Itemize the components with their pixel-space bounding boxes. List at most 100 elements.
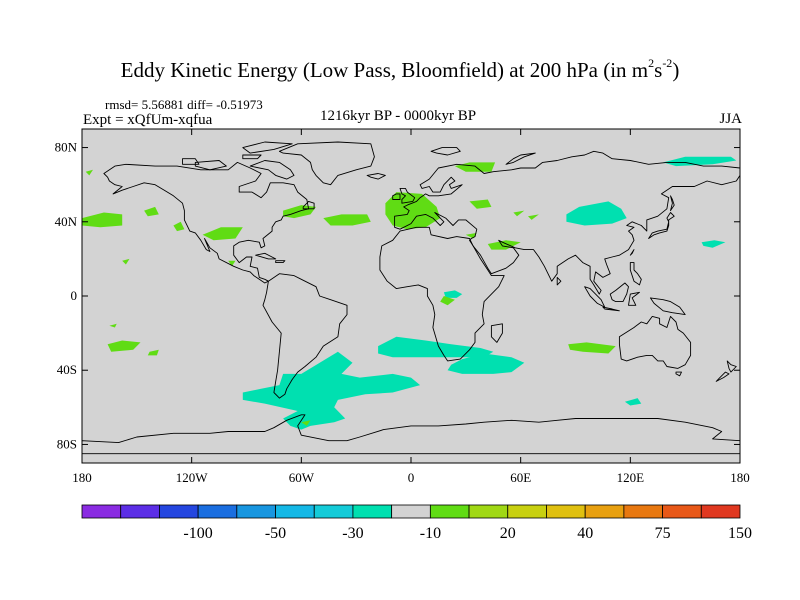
coastline-svalbard xyxy=(430,147,461,156)
lon-tick-label-6: 180 xyxy=(730,470,750,485)
lat-tick-label-4: 80S xyxy=(57,436,77,451)
colorbar-label-5: 40 xyxy=(577,525,593,542)
coastline-novaya-zemlya xyxy=(505,152,536,165)
coastline-eurasia xyxy=(394,150,740,295)
colorbar-label-6: 75 xyxy=(655,525,671,542)
plot-title: Eddy Kinetic Energy (Low Pass, Bloomfiel… xyxy=(0,56,800,83)
coastline-baffin xyxy=(249,160,295,180)
coastline-newfoundland xyxy=(302,200,315,210)
coastline-hispaniola xyxy=(275,260,286,264)
colorbar-box-4 xyxy=(236,504,276,519)
map-background xyxy=(82,129,740,463)
anomaly-region-14 xyxy=(144,206,159,217)
coastline-taiwan xyxy=(629,249,635,256)
colorbar-box-16 xyxy=(700,504,741,519)
colorbar: -100 -50 -30 -10 20 40 75 150 xyxy=(81,504,752,542)
colorbar-label-0: -100 xyxy=(183,525,212,542)
colorbar-box-15 xyxy=(662,504,702,519)
colorbar-box-7 xyxy=(352,504,393,519)
colorbar-box-11 xyxy=(507,504,547,519)
coastline-japan xyxy=(648,212,675,239)
experiment-label: Expt = xQfUm-xqfua xyxy=(83,112,213,128)
anomaly-region-24 xyxy=(85,169,93,176)
anomaly-region-27 xyxy=(528,214,539,220)
coastline-great-britain xyxy=(399,187,416,204)
colorbar-label-3: -10 xyxy=(420,525,441,542)
anomaly-region-8 xyxy=(385,192,441,230)
lat-tick-label-2: 0 xyxy=(71,288,78,303)
anomaly-region-19 xyxy=(568,342,616,354)
coastline-iceland xyxy=(366,173,386,180)
colorbar-box-2 xyxy=(159,504,199,519)
anomaly-fill-layer xyxy=(82,156,737,430)
anomaly-region-20 xyxy=(469,199,492,209)
coastline-new-zealand-south xyxy=(715,371,730,382)
colorbar-box-6 xyxy=(313,504,354,519)
lon-tick-label-2: 60W xyxy=(289,470,315,485)
anomaly-region-25 xyxy=(228,260,236,267)
anomaly-region-7 xyxy=(624,398,642,406)
colorbar-label-2: -30 xyxy=(342,525,363,542)
colorbar-box-3 xyxy=(197,504,238,519)
anomaly-region-11 xyxy=(82,212,123,228)
coastline-antarctica xyxy=(82,414,740,455)
colorbar-box-8 xyxy=(391,504,431,519)
lat-tick-label-0: 80N xyxy=(55,140,78,155)
coastline-new-zealand-north xyxy=(726,360,737,373)
coastline-layer xyxy=(82,141,740,455)
axis-ticks: 80N 40N 0 40S 80S 180 120W 60W 0 60E 120E 180 xyxy=(55,129,750,485)
anomaly-region-26 xyxy=(513,210,525,217)
colorbar-box-13 xyxy=(584,504,625,519)
anomaly-region-17 xyxy=(109,323,117,328)
coastline-devon xyxy=(242,154,262,160)
coastline-sri-lanka xyxy=(556,276,562,286)
coastline-sulawesi xyxy=(628,291,640,306)
anomaly-region-2 xyxy=(447,353,525,374)
period-label: 1216kyr BP - 0000kyr BP xyxy=(320,108,477,124)
coastline-banks xyxy=(182,158,200,165)
coastline-africa xyxy=(379,226,505,362)
colorbar-box-12 xyxy=(546,504,586,519)
title-superscript-1: 2 xyxy=(648,56,655,70)
anomaly-region-0 xyxy=(242,351,421,430)
anomaly-region-3 xyxy=(566,201,627,226)
anomaly-region-15 xyxy=(107,340,141,352)
anomaly-region-1 xyxy=(378,336,494,358)
coastline-sakhalin xyxy=(670,195,675,212)
coastline-cuba xyxy=(255,252,277,260)
anomaly-region-28 xyxy=(465,232,477,239)
lon-tick-label-0: 180 xyxy=(72,470,92,485)
coastline-borneo xyxy=(609,282,629,303)
stats-label: rmsd= 5.56881 diff= -0.51973 xyxy=(105,97,263,112)
title-unit-s: s xyxy=(654,58,663,82)
lon-tick-label-1: 120W xyxy=(176,470,209,485)
title-superscript-2: -2 xyxy=(662,56,673,70)
anomaly-region-6 xyxy=(443,290,463,298)
title-closing-paren: ) xyxy=(672,58,680,82)
coastline-south-america xyxy=(262,273,348,399)
coastline-ellesmere xyxy=(242,141,293,154)
coastline-greenland xyxy=(278,141,375,186)
title-text: Eddy Kinetic Energy (Low Pass, Bloomfiel… xyxy=(120,58,649,82)
coastline-victoria xyxy=(194,160,227,171)
anomaly-region-4 xyxy=(663,156,737,167)
lon-tick-label-5: 120E xyxy=(617,470,645,485)
anomaly-region-22 xyxy=(440,296,455,306)
coastline-java xyxy=(602,306,620,312)
anomaly-region-23 xyxy=(122,258,130,265)
colorbar-box-5 xyxy=(275,504,315,519)
colorbar-box-10 xyxy=(468,504,509,519)
coastline-australia xyxy=(618,315,692,369)
anomaly-region-16 xyxy=(147,349,159,356)
anomaly-region-5 xyxy=(701,240,726,248)
coastline-ireland xyxy=(392,193,401,200)
coastline-tasmania xyxy=(675,371,682,377)
colorbar-box-14 xyxy=(623,504,663,519)
colorbar-box-0 xyxy=(81,504,122,519)
colorbar-label-4: 20 xyxy=(500,525,516,542)
colorbar-box-1 xyxy=(120,504,160,519)
coastline-new-guinea xyxy=(649,297,686,316)
anomaly-region-29 xyxy=(301,420,311,426)
colorbar-label-7: 150 xyxy=(728,525,752,542)
